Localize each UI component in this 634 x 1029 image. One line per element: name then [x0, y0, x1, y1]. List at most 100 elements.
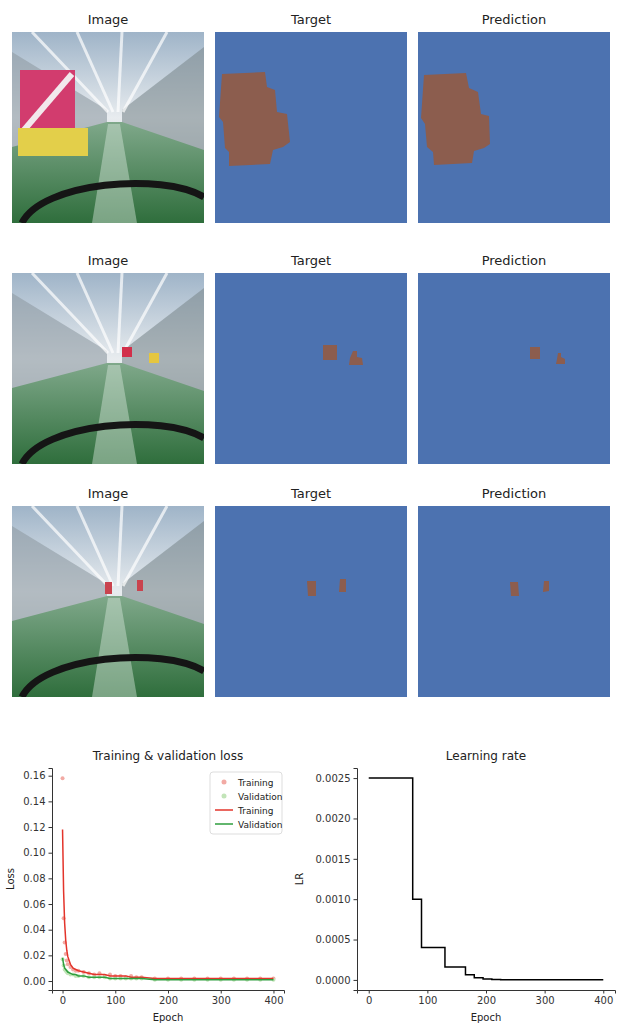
photo-reflection — [92, 598, 137, 697]
photo-buoy — [122, 347, 132, 357]
data-line — [369, 778, 604, 980]
x-tick-mark — [427, 990, 428, 994]
y-tick-mark — [354, 940, 358, 941]
panel — [215, 32, 407, 223]
x-tick: 200 — [159, 990, 178, 1006]
chart-title: Training & validation loss — [92, 749, 243, 763]
photo-steering-wheel — [22, 424, 204, 464]
x-tick-label: 100 — [418, 995, 437, 1006]
panel-title: Target — [290, 253, 331, 268]
y-tick-mark — [354, 980, 358, 981]
legend-marker — [222, 780, 227, 785]
y-tick: 0.04 — [23, 924, 52, 935]
panel — [12, 273, 204, 464]
x-axis-line — [358, 991, 616, 994]
y-tick-mark — [49, 853, 53, 854]
chart-title: Learning rate — [446, 749, 526, 763]
x-tick-mark — [369, 990, 370, 994]
legend-label: Validation — [238, 820, 282, 830]
chart: 0 100 200 300 400 0.0000 0.0005 0.0010 0.0015 0.0… — [294, 749, 616, 1023]
photo-steering-wheel — [22, 657, 204, 697]
mask-object — [307, 581, 316, 596]
x-tick: 0 — [366, 990, 372, 1006]
panel — [215, 506, 407, 697]
y-axis-line — [49, 769, 53, 991]
y-tick-label: 0.00 — [23, 976, 45, 987]
panel — [418, 273, 610, 464]
data-point — [61, 776, 65, 780]
x-tick-label: 0 — [366, 995, 372, 1006]
x-tick-label: 200 — [477, 995, 496, 1006]
mask-object — [530, 347, 540, 359]
photo-ceiling-light — [77, 506, 113, 586]
x-axis-title: Epoch — [471, 1012, 502, 1023]
panel-title: Image — [88, 12, 129, 27]
y-tick-mark — [49, 827, 53, 828]
y-tick-label: 0.06 — [23, 899, 45, 910]
x-tick-label: 100 — [106, 995, 125, 1006]
photo-reflection — [92, 124, 137, 223]
x-tick-mark — [486, 990, 487, 994]
x-tick-mark — [115, 990, 116, 994]
x-tick-label: 300 — [212, 995, 231, 1006]
y-tick: 0.0020 — [316, 813, 358, 824]
photo-ceiling-light — [123, 273, 167, 353]
legend-label: Validation — [238, 792, 282, 802]
y-tick: 0.00 — [23, 976, 52, 987]
y-tick-mark — [354, 818, 358, 819]
x-tick: 400 — [264, 990, 283, 1006]
panel — [418, 32, 610, 223]
x-tick: 400 — [594, 990, 613, 1006]
x-axis-title: Epoch — [153, 1012, 184, 1023]
mask-object — [556, 353, 565, 364]
photo-sign-base — [18, 128, 88, 156]
photo-floor — [12, 363, 204, 464]
photo-steering-wheel — [22, 183, 204, 223]
x-tick-mark — [273, 990, 274, 994]
y-axis: 0.000.020.040.060.080.100.120.140.16 — [23, 769, 52, 991]
legend-line — [215, 809, 233, 811]
figure: ImageTargetPredictionImageTargetPredicti… — [0, 0, 634, 1029]
y-tick-mark — [49, 801, 53, 802]
y-tick: 0.16 — [23, 770, 52, 781]
panel — [12, 506, 204, 697]
photo-sky — [12, 32, 204, 223]
y-tick: 0.0010 — [316, 894, 358, 905]
y-tick-label: 0.0025 — [316, 773, 351, 784]
photo-buoy — [137, 580, 143, 591]
x-axis-line — [53, 991, 285, 994]
y-axis-title: LR — [294, 873, 305, 886]
y-tick-label: 0.0010 — [316, 894, 351, 905]
legend-marker — [222, 794, 227, 799]
y-tick-mark — [49, 981, 53, 982]
photo-buoy — [105, 582, 112, 594]
y-tick-label: 0.10 — [23, 847, 45, 858]
x-tick-label: 300 — [536, 995, 555, 1006]
x-tick: 300 — [536, 990, 555, 1006]
plot-area — [369, 778, 604, 980]
y-tick: 0.06 — [23, 899, 52, 910]
y-axis-line — [354, 769, 358, 991]
x-tick: 200 — [477, 990, 496, 1006]
y-tick-label: 0.04 — [23, 924, 45, 935]
y-tick-label: 0.02 — [23, 950, 45, 961]
photo-ceiling-light — [118, 32, 122, 112]
y-tick: 0.0015 — [316, 854, 358, 865]
mask-object — [510, 582, 519, 596]
mask-object — [421, 73, 490, 165]
y-tick-label: 0.0000 — [316, 975, 351, 986]
x-tick-mark — [221, 990, 222, 994]
mask-object — [543, 581, 549, 592]
y-tick: 0.0025 — [316, 773, 358, 784]
panel — [12, 32, 204, 223]
photo-floor — [12, 122, 204, 223]
photo-ceiling-light — [123, 506, 167, 586]
photo-reflection — [92, 365, 137, 464]
y-tick-mark — [49, 878, 53, 879]
panel-title: Image — [88, 486, 129, 501]
y-tick-label: 0.0015 — [316, 854, 351, 865]
y-tick-label: 0.0005 — [316, 934, 351, 945]
photo-ceiling-light — [118, 273, 122, 353]
x-tick: 100 — [418, 990, 437, 1006]
y-tick-mark — [49, 930, 53, 931]
